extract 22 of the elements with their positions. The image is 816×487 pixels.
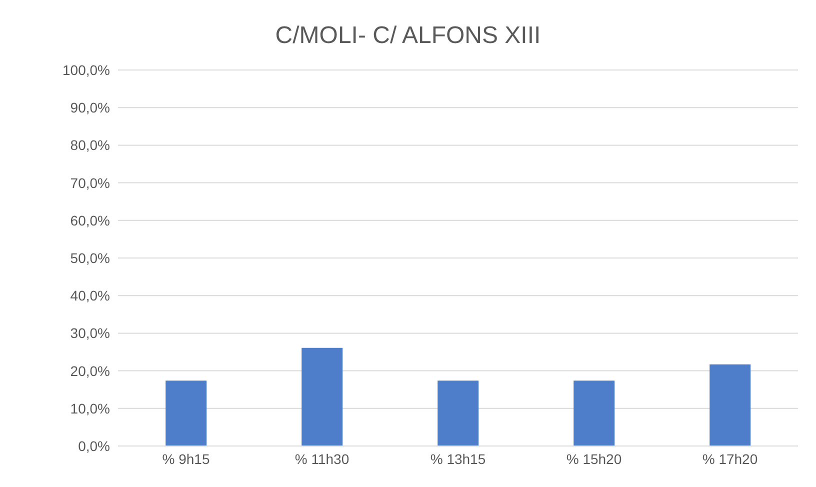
bar [710, 364, 751, 446]
y-tick-label: 10,0% [70, 400, 110, 416]
y-tick-label: 90,0% [70, 100, 110, 116]
x-tick-label: % 15h20 [566, 450, 622, 467]
x-tick-label: % 13h15 [430, 450, 486, 467]
y-tick-label: 70,0% [70, 174, 110, 191]
y-tick-label: 30,0% [70, 325, 110, 342]
bar [302, 348, 343, 446]
y-tick-label: 100,0% [62, 62, 110, 78]
chart-title: C/MOLI- C/ ALFONS XIII [274, 21, 542, 51]
x-tick-label: % 9h15 [162, 450, 210, 467]
y-tick-label: 50,0% [70, 250, 110, 266]
y-tick-label: 40,0% [70, 288, 110, 304]
y-tick-label: 20,0% [70, 362, 110, 379]
bar [438, 380, 479, 446]
y-tick-label: 0,0% [78, 438, 110, 454]
x-tick-label: % 17h20 [702, 450, 758, 467]
y-tick-label: 80,0% [70, 137, 110, 154]
bar [574, 380, 615, 446]
y-tick-label: 60,0% [70, 212, 110, 228]
x-tick-label: % 11h30 [294, 450, 350, 467]
bar [166, 380, 207, 446]
